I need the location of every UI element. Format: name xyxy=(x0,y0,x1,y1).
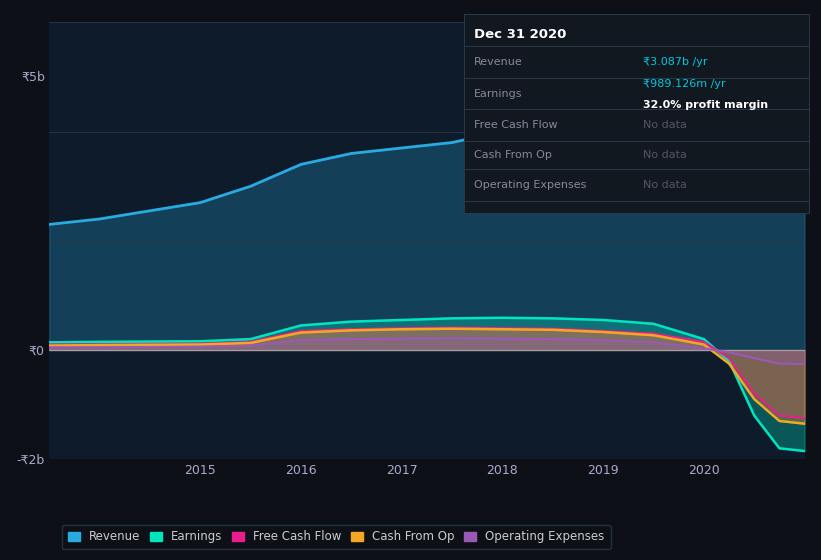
Text: No data: No data xyxy=(643,180,687,190)
Text: Free Cash Flow: Free Cash Flow xyxy=(475,120,557,130)
Text: ₹3.087b /yr: ₹3.087b /yr xyxy=(643,57,708,67)
Legend: Revenue, Earnings, Free Cash Flow, Cash From Op, Operating Expenses: Revenue, Earnings, Free Cash Flow, Cash … xyxy=(62,525,611,549)
Text: Operating Expenses: Operating Expenses xyxy=(475,180,586,190)
Text: ₹5b: ₹5b xyxy=(21,71,45,83)
Text: Revenue: Revenue xyxy=(475,57,523,67)
Text: No data: No data xyxy=(643,120,687,130)
Text: Cash From Op: Cash From Op xyxy=(475,150,552,160)
Text: No data: No data xyxy=(643,150,687,160)
Text: 32.0% profit margin: 32.0% profit margin xyxy=(643,100,768,110)
Text: Dec 31 2020: Dec 31 2020 xyxy=(475,28,566,41)
Text: Earnings: Earnings xyxy=(475,88,523,99)
Text: ₹989.126m /yr: ₹989.126m /yr xyxy=(643,78,726,88)
